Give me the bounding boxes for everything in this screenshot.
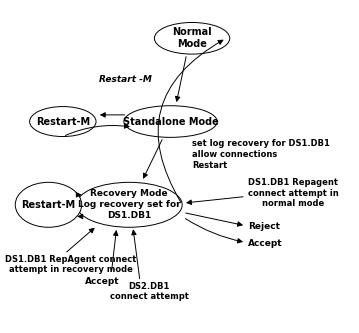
Ellipse shape (154, 23, 230, 54)
Ellipse shape (29, 107, 96, 137)
Text: Normal
Mode: Normal Mode (172, 27, 212, 50)
Text: Recovery Mode
Log recovery set for
DS1.DB1: Recovery Mode Log recovery set for DS1.D… (78, 189, 181, 220)
Ellipse shape (76, 182, 182, 227)
Text: DS1.DB1 Repagent
connect attempt in
normal mode: DS1.DB1 Repagent connect attempt in norm… (248, 178, 339, 208)
Ellipse shape (15, 182, 82, 227)
Text: DS1.DB1 RepAgent connect
attempt in recovery mode: DS1.DB1 RepAgent connect attempt in reco… (5, 255, 137, 274)
Text: Reject: Reject (248, 222, 280, 231)
Text: DS2.DB1
connect attempt: DS2.DB1 connect attempt (109, 282, 188, 301)
Ellipse shape (124, 106, 217, 137)
Text: Restart-M: Restart-M (36, 117, 90, 127)
Text: Accept: Accept (248, 238, 282, 248)
Text: Accept: Accept (85, 277, 120, 286)
Text: Restart-M: Restart-M (22, 200, 75, 210)
Text: Restart -M: Restart -M (99, 75, 151, 84)
Text: set log recovery for DS1.DB1: set log recovery for DS1.DB1 (192, 139, 330, 148)
Text: Standalone Mode: Standalone Mode (123, 117, 218, 127)
Text: Restart: Restart (192, 161, 227, 170)
Text: allow connections: allow connections (192, 150, 277, 159)
